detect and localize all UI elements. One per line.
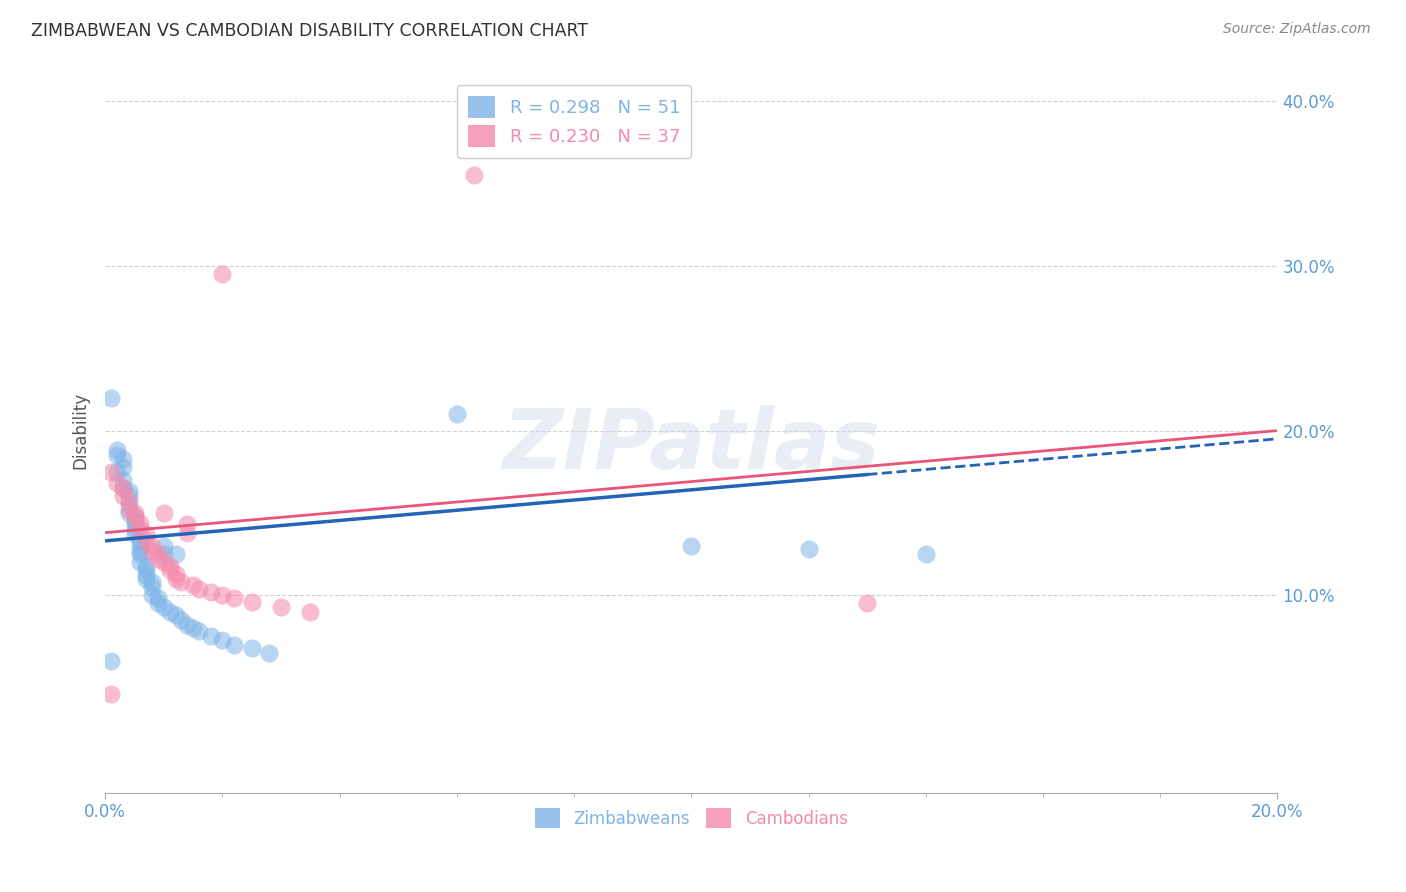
Point <box>153 547 176 561</box>
Point <box>135 558 157 573</box>
Point <box>146 547 169 561</box>
Text: ZIMBABWEAN VS CAMBODIAN DISABILITY CORRELATION CHART: ZIMBABWEAN VS CAMBODIAN DISABILITY CORRE… <box>31 22 588 40</box>
Point <box>135 572 157 586</box>
Point <box>211 588 233 602</box>
Text: ZIPatlas: ZIPatlas <box>502 405 880 485</box>
Point <box>135 527 157 541</box>
Point <box>240 595 263 609</box>
Point <box>188 624 211 639</box>
Point <box>129 555 152 569</box>
Point <box>146 552 169 566</box>
Point <box>124 514 146 528</box>
Point <box>797 542 820 557</box>
Point <box>124 506 146 520</box>
Point <box>176 617 198 632</box>
Point <box>463 169 485 183</box>
Point <box>176 517 198 532</box>
Point <box>141 580 163 594</box>
Point <box>129 547 152 561</box>
Point <box>141 574 163 589</box>
Point <box>159 558 181 573</box>
Point <box>159 605 181 619</box>
Point <box>259 646 281 660</box>
Point <box>124 527 146 541</box>
Point <box>159 564 181 578</box>
Point <box>105 448 128 462</box>
Point <box>118 484 141 499</box>
Text: Source: ZipAtlas.com: Source: ZipAtlas.com <box>1223 22 1371 37</box>
Point <box>165 607 187 622</box>
Point <box>105 465 128 479</box>
Point <box>118 498 141 512</box>
Point <box>100 465 122 479</box>
Point <box>170 574 193 589</box>
Point <box>165 547 187 561</box>
Y-axis label: Disability: Disability <box>72 392 89 469</box>
Point <box>111 481 134 495</box>
Point <box>181 621 204 635</box>
Point <box>118 494 141 508</box>
Point <box>170 613 193 627</box>
Point <box>153 506 176 520</box>
Point <box>111 459 134 474</box>
Point <box>135 568 157 582</box>
Point <box>129 522 152 536</box>
Point <box>299 605 322 619</box>
Point <box>240 640 263 655</box>
Point <box>141 543 163 558</box>
Point <box>446 407 468 421</box>
Point <box>135 564 157 578</box>
Point <box>129 516 152 530</box>
Point <box>118 506 141 520</box>
Point <box>111 451 134 466</box>
Point <box>135 533 157 548</box>
Point <box>165 572 187 586</box>
Point <box>100 391 122 405</box>
Point <box>141 588 163 602</box>
Point <box>129 543 152 558</box>
Point <box>200 585 222 599</box>
Point <box>118 502 141 516</box>
Legend: Zimbabweans, Cambodians: Zimbabweans, Cambodians <box>529 801 855 835</box>
Point <box>124 511 146 525</box>
Point <box>200 629 222 643</box>
Point <box>105 443 128 458</box>
Point <box>681 539 703 553</box>
Point <box>856 596 879 610</box>
Point <box>211 632 233 647</box>
Point <box>124 517 146 532</box>
Point <box>100 654 122 668</box>
Point <box>141 539 163 553</box>
Point <box>124 509 146 524</box>
Point <box>118 490 141 504</box>
Point <box>181 578 204 592</box>
Point <box>165 566 187 581</box>
Point <box>146 591 169 606</box>
Point <box>270 599 292 614</box>
Point <box>129 539 152 553</box>
Point <box>188 582 211 596</box>
Point <box>105 476 128 491</box>
Point <box>914 547 936 561</box>
Point <box>111 490 134 504</box>
Point <box>153 539 176 553</box>
Point <box>146 596 169 610</box>
Point <box>211 267 233 281</box>
Point <box>111 473 134 487</box>
Point <box>224 591 246 606</box>
Point <box>153 599 176 614</box>
Point <box>153 555 176 569</box>
Point <box>100 687 122 701</box>
Point <box>176 525 198 540</box>
Point <box>224 638 246 652</box>
Point <box>111 481 134 495</box>
Point <box>129 533 152 548</box>
Point <box>124 522 146 536</box>
